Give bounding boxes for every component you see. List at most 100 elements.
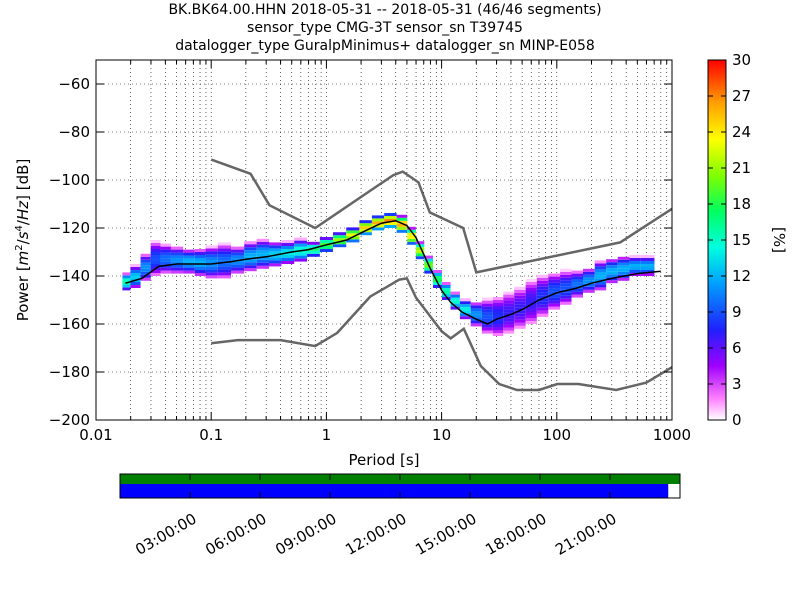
density-cell bbox=[359, 223, 372, 227]
density-cell bbox=[594, 260, 607, 264]
density-cell bbox=[594, 281, 607, 285]
x-axis-label: Period [s] bbox=[348, 451, 419, 469]
coverage-bar: 03:00:00 06:00:00 09:00:00 12:00:00 15:00:00… bbox=[119, 473, 681, 559]
density-cell bbox=[582, 283, 595, 287]
density-cell bbox=[560, 301, 572, 305]
density-cell bbox=[560, 277, 572, 281]
colorbar-tick-label: 18 bbox=[732, 195, 751, 213]
density-cell bbox=[384, 213, 397, 216]
density-cell bbox=[150, 249, 161, 252]
density-cell bbox=[503, 297, 515, 301]
density-cell bbox=[459, 304, 471, 308]
density-cell bbox=[244, 247, 257, 251]
density-cell bbox=[140, 262, 151, 266]
density-cell bbox=[170, 255, 184, 259]
coverage-tick-label: 18:00:00 bbox=[482, 510, 549, 559]
density-cell bbox=[217, 242, 232, 246]
density-cell bbox=[548, 288, 561, 292]
density-cell bbox=[606, 268, 618, 272]
y-tick-label: −160 bbox=[49, 315, 90, 333]
density-cell bbox=[560, 298, 572, 302]
colorbar-tick-label: 30 bbox=[732, 51, 751, 69]
density-cell bbox=[217, 245, 232, 249]
density-cell bbox=[183, 261, 195, 265]
density-cell bbox=[432, 279, 442, 282]
density-cell bbox=[492, 300, 504, 303]
density-cell bbox=[582, 280, 595, 284]
density-cell bbox=[640, 264, 655, 267]
density-cell bbox=[160, 270, 171, 274]
density-cell bbox=[407, 238, 416, 242]
density-cell bbox=[503, 321, 515, 325]
coverage-tick-label: 12:00:00 bbox=[342, 510, 409, 559]
density-cell bbox=[441, 288, 451, 291]
density-cell bbox=[606, 280, 618, 284]
density-cell bbox=[160, 252, 171, 256]
density-cell bbox=[492, 315, 504, 318]
density-cell bbox=[548, 294, 561, 298]
density-cell bbox=[194, 267, 206, 270]
density-cell bbox=[548, 273, 561, 277]
density-cell bbox=[560, 268, 572, 272]
density-cell bbox=[470, 320, 482, 324]
density-cell bbox=[122, 287, 131, 291]
density-cell bbox=[492, 324, 504, 327]
density-cell bbox=[481, 330, 493, 334]
density-cell bbox=[268, 242, 282, 246]
density-cell bbox=[170, 249, 184, 253]
density-cell bbox=[205, 257, 218, 261]
density-cell bbox=[140, 265, 151, 269]
density-cell bbox=[548, 276, 561, 280]
density-cell bbox=[319, 240, 333, 243]
density-cell bbox=[514, 301, 526, 305]
density-cell bbox=[332, 241, 347, 245]
density-cell bbox=[217, 248, 232, 252]
density-cell bbox=[571, 288, 583, 292]
density-cell bbox=[492, 321, 504, 324]
density-cell bbox=[130, 285, 141, 288]
density-cell bbox=[514, 313, 526, 317]
density-cell bbox=[548, 303, 561, 307]
density-cell bbox=[346, 239, 360, 243]
density-cell bbox=[384, 222, 397, 225]
density-cell bbox=[470, 305, 482, 309]
density-cell bbox=[294, 240, 308, 244]
density-cell bbox=[503, 306, 515, 310]
density-cell bbox=[441, 297, 451, 300]
density-cell bbox=[617, 265, 630, 269]
density-cell bbox=[140, 271, 151, 275]
density-cell bbox=[217, 257, 232, 261]
density-cell bbox=[536, 304, 549, 308]
psd-density-heatmap bbox=[122, 213, 655, 336]
density-cell bbox=[194, 249, 206, 252]
density-cell bbox=[281, 243, 295, 246]
density-cell bbox=[640, 255, 655, 258]
density-cell bbox=[231, 246, 245, 250]
density-cell bbox=[560, 286, 572, 290]
density-cell bbox=[359, 220, 372, 224]
density-cell bbox=[450, 306, 460, 310]
density-cell bbox=[307, 250, 320, 254]
density-cell bbox=[183, 270, 195, 274]
density-cell bbox=[525, 312, 537, 315]
density-cell bbox=[150, 258, 161, 261]
density-cell bbox=[536, 298, 549, 302]
density-cell bbox=[481, 306, 493, 310]
density-cell bbox=[122, 272, 131, 276]
density-cell bbox=[130, 270, 141, 273]
density-cell bbox=[319, 249, 333, 252]
density-cell bbox=[217, 275, 232, 279]
colorbar-label: [%] bbox=[770, 227, 788, 253]
density-cell bbox=[150, 252, 161, 255]
colorbar-tick-label: 9 bbox=[732, 303, 742, 321]
density-cell bbox=[594, 284, 607, 288]
density-cell bbox=[640, 258, 655, 261]
x-tick-label: 1 bbox=[322, 426, 332, 444]
density-cell bbox=[346, 227, 360, 231]
density-cell bbox=[503, 327, 515, 331]
density-cell bbox=[205, 245, 218, 249]
density-cell bbox=[415, 256, 425, 260]
density-cell bbox=[205, 260, 218, 264]
x-tick-label: 0.1 bbox=[199, 426, 223, 444]
density-cell bbox=[571, 276, 583, 280]
